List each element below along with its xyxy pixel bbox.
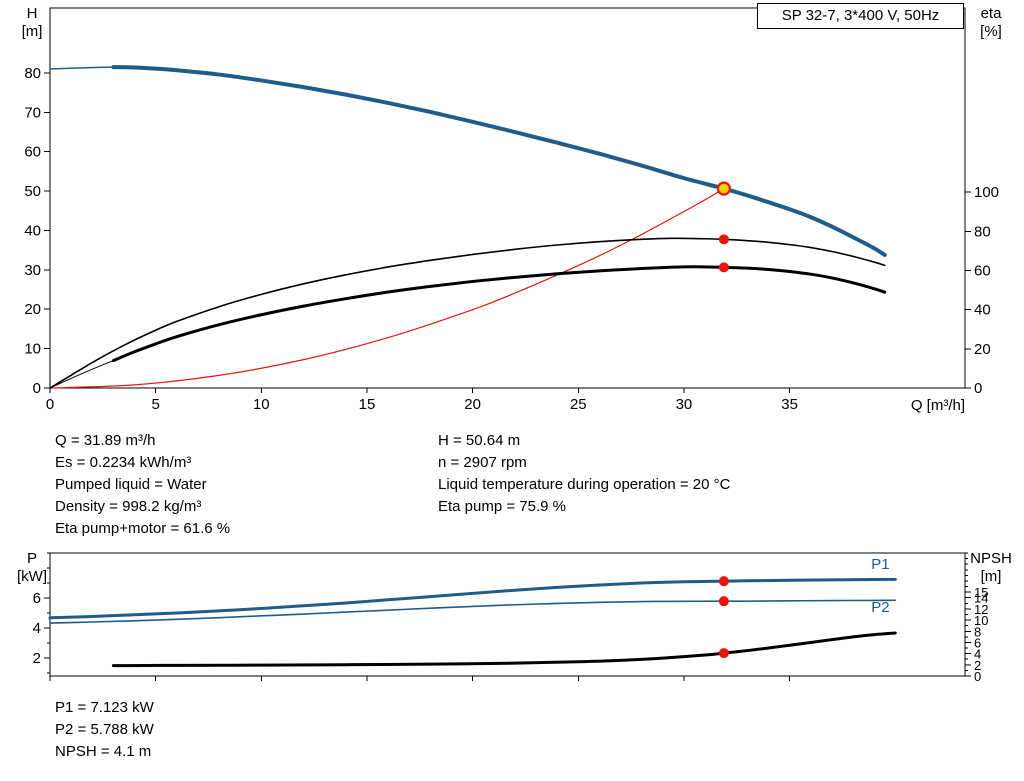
svg-text:5: 5 bbox=[151, 396, 159, 413]
head-curve-start bbox=[49, 66, 115, 70]
svg-text:Q [m³/h]: Q [m³/h] bbox=[911, 397, 965, 414]
svg-text:15: 15 bbox=[359, 396, 376, 413]
svg-text:70: 70 bbox=[24, 104, 41, 121]
svg-text:12: 12 bbox=[974, 602, 988, 617]
npsh-curve bbox=[111, 631, 897, 668]
density-text: Density = 998.2 kg/m³ bbox=[55, 498, 202, 515]
svg-text:0: 0 bbox=[974, 669, 981, 684]
svg-text:[%]: [%] bbox=[980, 23, 1002, 40]
svg-text:4: 4 bbox=[974, 647, 981, 662]
svg-text:8: 8 bbox=[974, 624, 981, 639]
system-curve bbox=[49, 187, 725, 389]
svg-text:50: 50 bbox=[24, 183, 41, 200]
eta-pump-point bbox=[718, 234, 729, 245]
p2-point bbox=[718, 596, 729, 607]
eta-pump-motor-point bbox=[718, 262, 729, 273]
head-efficiency-chart: 0 5 10 15 20 25 30 35 Q [m³/h] 0 10 20 30 40 50 60 70 80 0… bbox=[22, 5, 1003, 414]
svg-text:[m]: [m] bbox=[981, 568, 1002, 585]
svg-text:20: 20 bbox=[464, 396, 481, 413]
svg-text:80: 80 bbox=[24, 65, 41, 82]
speed-text: n = 2907 rpm bbox=[438, 454, 527, 471]
svg-text:60: 60 bbox=[974, 262, 991, 279]
eta-pump-motor-start bbox=[49, 360, 114, 389]
svg-text:eta: eta bbox=[981, 5, 1003, 22]
svg-text:6: 6 bbox=[974, 635, 981, 650]
svg-text:H: H bbox=[27, 5, 38, 22]
liquid-temp-text: Liquid temperature during operation = 20… bbox=[438, 476, 731, 493]
svg-text:0: 0 bbox=[974, 380, 982, 397]
svg-text:P: P bbox=[27, 550, 37, 567]
npsh-point bbox=[718, 648, 729, 659]
svg-text:P1: P1 bbox=[871, 556, 889, 573]
svg-text:10: 10 bbox=[24, 341, 41, 358]
power-info-column: P1 = 7.123 kW P2 = 5.788 kW NPSH = 4.1 m bbox=[55, 697, 154, 763]
svg-text:NPSH: NPSH bbox=[970, 550, 1012, 567]
p1-point bbox=[718, 576, 729, 587]
eta-pump-motor-text: Eta pump+motor = 61.6 % bbox=[55, 520, 231, 537]
duty-head-text: H = 50.64 m bbox=[438, 432, 521, 449]
svg-text:20: 20 bbox=[24, 301, 41, 318]
svg-text:[kW]: [kW] bbox=[17, 568, 47, 585]
p1-curve bbox=[48, 577, 897, 620]
svg-text:10: 10 bbox=[253, 396, 270, 413]
svg-text:60: 60 bbox=[24, 144, 41, 161]
svg-text:10: 10 bbox=[974, 613, 988, 628]
svg-text:80: 80 bbox=[974, 223, 991, 240]
svg-text:30: 30 bbox=[24, 262, 41, 279]
p2-text: P2 = 5.788 kW bbox=[55, 721, 154, 738]
eta-pump-motor-curve bbox=[111, 265, 887, 363]
eta-pump-text: Eta pump = 75.9 % bbox=[438, 498, 566, 515]
head-curve bbox=[111, 65, 887, 257]
pump-model-label: SP 32-7, 3*400 V, 50Hz bbox=[757, 3, 964, 29]
svg-text:0: 0 bbox=[46, 396, 54, 413]
duty-es-text: Es = 0.2234 kWh/m³ bbox=[55, 454, 192, 471]
svg-text:20: 20 bbox=[974, 341, 991, 358]
duty-info-right-column: H = 50.64 m n = 2907 rpm Liquid temperat… bbox=[438, 430, 730, 518]
svg-text:40: 40 bbox=[24, 222, 41, 239]
svg-text:4: 4 bbox=[33, 620, 41, 637]
svg-text:14: 14 bbox=[974, 591, 988, 606]
svg-text:6: 6 bbox=[33, 590, 41, 607]
npsh-text: NPSH = 4.1 m bbox=[55, 743, 152, 760]
svg-text:15: 15 bbox=[974, 585, 988, 600]
pumped-liquid-text: Pumped liquid = Water bbox=[55, 476, 207, 493]
eta-pump-curve bbox=[49, 237, 886, 389]
svg-text:25: 25 bbox=[570, 396, 587, 413]
svg-text:30: 30 bbox=[676, 396, 693, 413]
svg-text:40: 40 bbox=[974, 302, 991, 319]
svg-text:2: 2 bbox=[33, 650, 41, 667]
svg-text:35: 35 bbox=[781, 396, 798, 413]
svg-text:2: 2 bbox=[974, 658, 981, 673]
svg-text:[m]: [m] bbox=[22, 23, 43, 40]
svg-text:P2: P2 bbox=[871, 599, 889, 616]
duty-info-left-column: Q = 31.89 m³/h Es = 0.2234 kWh/m³ Pumped… bbox=[55, 430, 230, 540]
p1-text: P1 = 7.123 kW bbox=[55, 699, 154, 716]
duty-point[interactable] bbox=[716, 181, 731, 196]
svg-text:0: 0 bbox=[33, 380, 41, 397]
svg-text:100: 100 bbox=[974, 184, 999, 201]
p2-curve bbox=[49, 599, 897, 624]
duty-flow-text: Q = 31.89 m³/h bbox=[55, 432, 156, 449]
